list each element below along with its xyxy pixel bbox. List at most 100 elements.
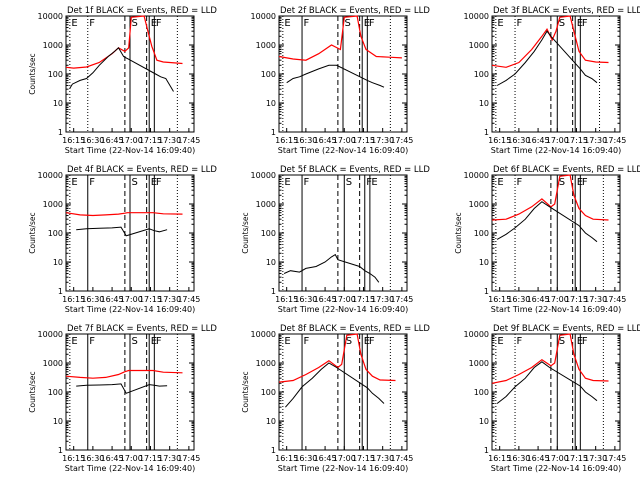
x-tick-label: 17:00 xyxy=(333,295,356,304)
x-tick-label: 17:30 xyxy=(584,454,607,463)
series-line xyxy=(76,226,168,237)
x-tick-label: 16:15 xyxy=(62,136,85,145)
x-tick-label: 17:15 xyxy=(352,454,375,463)
x-tick-label: 16:45 xyxy=(314,454,337,463)
x-tick-label: 16:45 xyxy=(101,295,124,304)
x-tick-label: 17:45 xyxy=(390,295,413,304)
x-tick-label: 16:30 xyxy=(507,454,530,463)
event-marker-label: F xyxy=(517,336,523,347)
event-marker-label: E xyxy=(497,177,503,188)
series-line xyxy=(285,362,385,408)
series-line xyxy=(496,361,598,404)
series-line xyxy=(491,333,609,384)
plot-frame xyxy=(491,333,621,451)
y-tick-label: 1000 xyxy=(256,359,276,368)
event-marker-label: S xyxy=(132,18,138,29)
event-marker-label: E xyxy=(71,336,77,347)
event-marker-label: F xyxy=(369,336,375,347)
x-tick-label: 16:30 xyxy=(81,136,104,145)
y-tick-label: 10000 xyxy=(251,330,276,339)
detector-panel: Det 6f BLACK = Events, RED = LLD 1 10 100 10… xyxy=(454,165,640,314)
plot-frame xyxy=(278,174,408,292)
y-tick-label: 10 xyxy=(53,417,63,426)
x-tick-label: 17:30 xyxy=(371,136,394,145)
y-tick-label: 10000 xyxy=(251,12,276,21)
x-tick-label: 16:15 xyxy=(488,295,511,304)
y-tick-label: 100 xyxy=(261,229,276,238)
event-marker-label: F xyxy=(366,177,372,188)
x-tick-label: 16:45 xyxy=(101,454,124,463)
event-marker-label: F xyxy=(582,18,588,29)
plot-frame xyxy=(491,15,621,133)
detector-panel: Det 8f BLACK = Events, RED = LLD 1 10 100 10… xyxy=(241,324,430,473)
event-marker-label: F xyxy=(517,18,523,29)
event-marker-label: F xyxy=(369,18,375,29)
event-marker-label: S xyxy=(559,336,565,347)
y-tick-label: 1 xyxy=(271,128,276,137)
x-tick-label: 17:15 xyxy=(139,136,162,145)
x-tick-label: 16:30 xyxy=(507,295,530,304)
x-tick-label: 17:00 xyxy=(120,295,143,304)
x-tick-label: 17:30 xyxy=(371,295,394,304)
x-tick-label: 17:00 xyxy=(546,454,569,463)
series-line xyxy=(65,212,183,217)
y-tick-label: 10000 xyxy=(464,171,489,180)
x-tick-label: 17:15 xyxy=(565,136,588,145)
series-line xyxy=(286,64,385,88)
panel-title: Det 8f BLACK = Events, RED = LLD xyxy=(280,324,430,334)
x-axis-label: Start Time (22-Nov-14 16:09:40) xyxy=(65,464,195,473)
y-tick-label: 10000 xyxy=(38,171,63,180)
event-marker-label: E xyxy=(497,18,503,29)
detector-panel: Det 1f BLACK = Events, RED = LLD 1 10 100 10… xyxy=(28,6,217,155)
y-tick-label: 1000 xyxy=(469,359,489,368)
panel-title: Det 4f BLACK = Events, RED = LLD xyxy=(67,165,217,175)
event-marker-label: E xyxy=(71,177,77,188)
x-tick-label: 16:30 xyxy=(294,454,317,463)
y-tick-label: 10 xyxy=(266,258,276,267)
x-tick-label: 17:00 xyxy=(120,136,143,145)
x-tick-label: 17:45 xyxy=(390,454,413,463)
x-tick-label: 16:30 xyxy=(81,295,104,304)
x-tick-label: 17:45 xyxy=(177,454,200,463)
x-tick-label: 16:45 xyxy=(527,295,550,304)
x-tick-label: 16:45 xyxy=(314,295,337,304)
y-tick-label: 1000 xyxy=(43,200,63,209)
x-tick-label: 17:45 xyxy=(390,136,413,145)
series-line xyxy=(69,47,174,92)
x-tick-label: 16:15 xyxy=(275,136,298,145)
y-tick-label: 100 xyxy=(48,70,63,79)
detector-panel: Det 5f BLACK = Events, RED = LLD 1 10 100 10… xyxy=(241,165,430,314)
x-axis-label: Start Time (22-Nov-14 16:09:40) xyxy=(491,146,621,155)
x-tick-label: 17:15 xyxy=(565,295,588,304)
detector-panel: Det 3f BLACK = Events, RED = LLD 1 10 100 10… xyxy=(464,6,640,155)
y-tick-label: 1000 xyxy=(256,200,276,209)
x-tick-label: 16:30 xyxy=(294,295,317,304)
panel-title: Det 9f BLACK = Events, RED = LLD xyxy=(493,324,640,334)
y-tick-label: 10 xyxy=(479,99,489,108)
y-axis-label: Counts/sec xyxy=(28,53,37,94)
x-tick-label: 17:45 xyxy=(603,454,626,463)
y-tick-label: 1 xyxy=(484,446,489,455)
x-tick-label: 17:30 xyxy=(158,136,181,145)
y-tick-label: 10 xyxy=(53,258,63,267)
y-tick-label: 1 xyxy=(271,287,276,296)
event-marker-label: E xyxy=(284,177,290,188)
x-tick-label: 16:45 xyxy=(101,136,124,145)
series-line xyxy=(283,253,380,283)
x-tick-label: 16:30 xyxy=(81,454,104,463)
y-tick-label: 10000 xyxy=(464,12,489,21)
x-tick-label: 17:45 xyxy=(177,295,200,304)
y-tick-label: 100 xyxy=(474,229,489,238)
y-tick-label: 100 xyxy=(261,70,276,79)
x-tick-label: 17:45 xyxy=(603,136,626,145)
y-tick-label: 1 xyxy=(484,128,489,137)
series-line xyxy=(491,15,609,68)
y-tick-label: 100 xyxy=(474,70,489,79)
x-tick-label: 17:15 xyxy=(352,295,375,304)
x-tick-label: 16:45 xyxy=(527,454,550,463)
y-tick-label: 1000 xyxy=(43,359,63,368)
plot-frame xyxy=(491,174,621,292)
x-tick-label: 17:30 xyxy=(584,136,607,145)
event-marker-label: F xyxy=(156,18,162,29)
series-line xyxy=(76,383,168,394)
